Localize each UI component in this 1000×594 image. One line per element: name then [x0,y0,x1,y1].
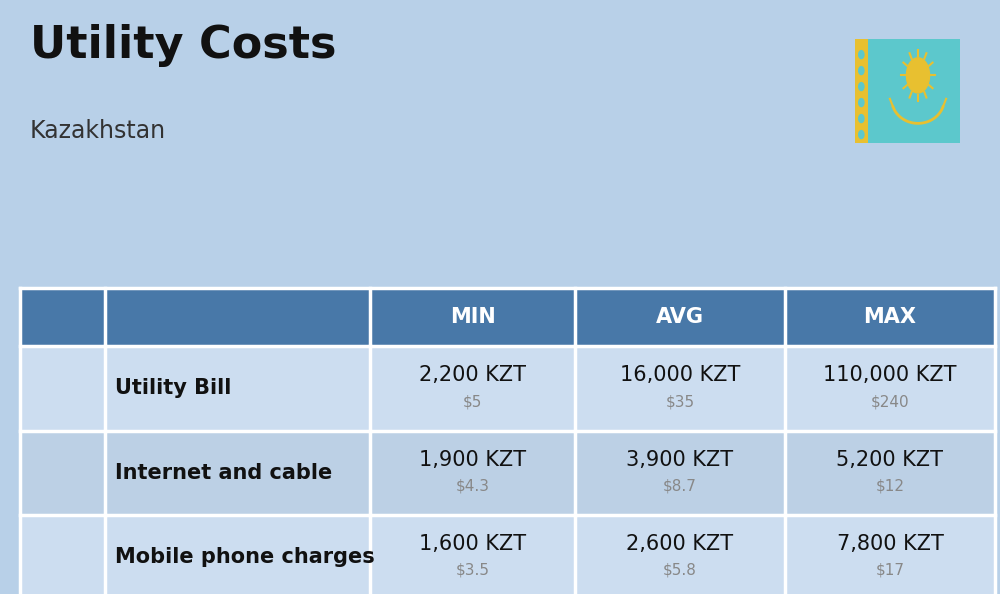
Bar [855,39,868,143]
Text: $17: $17 [876,563,904,578]
Text: MIN: MIN [450,307,495,327]
Text: 1,600 KZT: 1,600 KZT [419,534,526,554]
Text: $35: $35 [665,394,695,409]
Bar [20,346,995,431]
Text: 3,900 KZT: 3,900 KZT [626,450,734,470]
Text: $5.8: $5.8 [663,563,697,578]
Circle shape [859,67,864,75]
Circle shape [859,131,864,138]
Text: $240: $240 [871,394,909,409]
Text: $3.5: $3.5 [456,563,490,578]
Text: Utility Costs: Utility Costs [30,24,336,67]
Text: 16,000 KZT: 16,000 KZT [620,365,740,386]
Text: AVG: AVG [656,307,704,327]
Circle shape [859,50,864,59]
Text: Utility Bill: Utility Bill [115,378,231,399]
Text: Kazakhstan: Kazakhstan [30,119,166,143]
Bar [20,288,995,346]
Circle shape [859,99,864,106]
Text: $5: $5 [463,394,482,409]
Circle shape [859,115,864,122]
Bar [20,515,995,594]
Text: 5,200 KZT: 5,200 KZT [836,450,944,470]
Text: $4.3: $4.3 [456,478,490,494]
Circle shape [906,58,930,93]
Text: $8.7: $8.7 [663,478,697,494]
Text: MAX: MAX [864,307,916,327]
Text: 7,800 KZT: 7,800 KZT [837,534,943,554]
Text: Mobile phone charges: Mobile phone charges [115,547,375,567]
Text: $12: $12 [876,478,904,494]
Text: 110,000 KZT: 110,000 KZT [823,365,957,386]
Text: 2,200 KZT: 2,200 KZT [419,365,526,386]
Circle shape [859,83,864,91]
Bar [20,431,995,515]
Text: 1,900 KZT: 1,900 KZT [419,450,526,470]
Text: 2,600 KZT: 2,600 KZT [626,534,734,554]
Text: Internet and cable: Internet and cable [115,463,332,483]
